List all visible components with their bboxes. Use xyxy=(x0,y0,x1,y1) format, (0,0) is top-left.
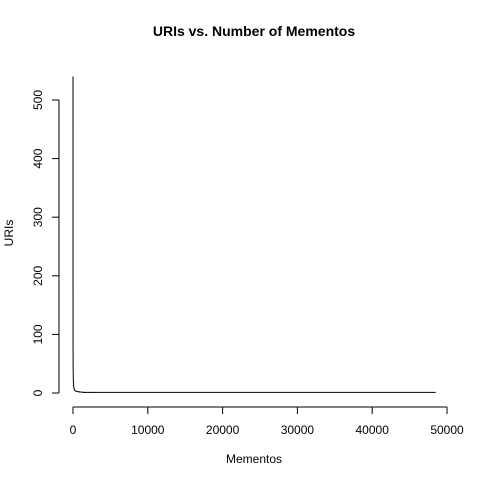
x-axis-label: Mementos xyxy=(226,452,282,466)
y-axis-label: URIs xyxy=(2,220,16,247)
y-tick-label: 200 xyxy=(31,265,45,285)
y-tick-label: 100 xyxy=(31,324,45,344)
y-tick-label: 0 xyxy=(31,389,45,396)
series-line xyxy=(72,76,436,393)
x-tick-label: 30000 xyxy=(281,423,315,437)
chart-title: URIs vs. Number of Mementos xyxy=(153,23,355,39)
plot-area xyxy=(72,76,436,393)
x-tick-label: 0 xyxy=(70,423,77,437)
y-tick-label: 300 xyxy=(31,207,45,227)
x-tick-label: 20000 xyxy=(206,423,240,437)
y-tick-label: 400 xyxy=(31,148,45,168)
y-axis: 0 100 200 300 400 500 xyxy=(31,90,60,396)
y-tick-label: 500 xyxy=(31,90,45,110)
x-tick-label: 50000 xyxy=(430,423,464,437)
x-tick-label: 40000 xyxy=(356,423,390,437)
x-axis: 0 10000 20000 30000 40000 50000 xyxy=(70,406,464,437)
x-tick-label: 10000 xyxy=(131,423,165,437)
